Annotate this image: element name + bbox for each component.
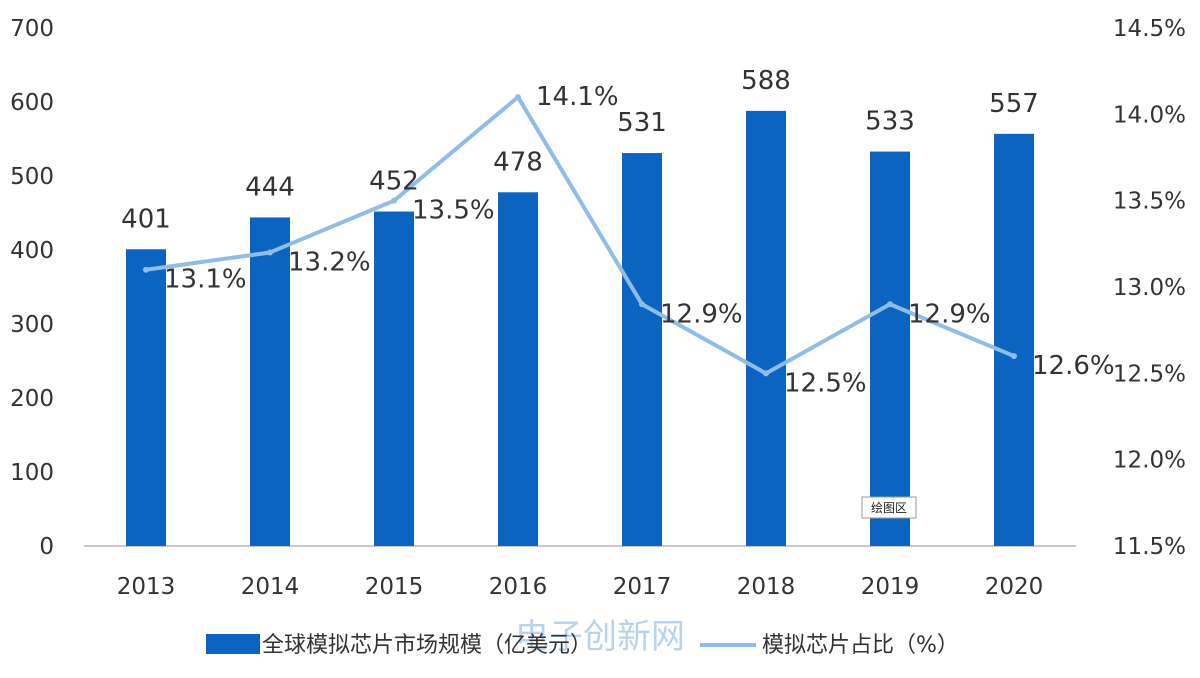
y-right-tick-label: 12.5% bbox=[1113, 361, 1186, 387]
bar-value-label: 478 bbox=[493, 147, 543, 177]
data-labels: 401 444 452 478 531 588 533 557 13.1% 13.2% 13.5% 1… bbox=[121, 66, 1114, 398]
watermark-layer: 电子创新网 bbox=[515, 617, 685, 657]
line-value-label: 13.1% bbox=[164, 265, 247, 295]
line-value-label: 12.6% bbox=[1032, 351, 1115, 381]
y-left-tick-label: 700 bbox=[10, 16, 54, 42]
bar-value-label: 401 bbox=[121, 204, 171, 234]
line-value-label: 13.5% bbox=[412, 196, 495, 226]
legend-bar-label: 全球模拟芯片市场规模（亿美元） bbox=[262, 633, 592, 658]
bar-value-label: 531 bbox=[617, 108, 667, 138]
bar-value-label: 452 bbox=[369, 167, 419, 197]
axes: 0 100 200 300 400 500 600 700 11.5% 12.0% 12.5% 13.… bbox=[10, 16, 1186, 600]
y-right-tick-label: 13.0% bbox=[1113, 275, 1186, 301]
bar bbox=[126, 249, 166, 546]
plot-area-tooltip: 绘图区 bbox=[861, 496, 917, 519]
y-right-tick-label: 12.0% bbox=[1113, 448, 1186, 474]
bar bbox=[250, 217, 290, 546]
x-tick-label: 2013 bbox=[117, 574, 176, 600]
bar bbox=[622, 153, 662, 546]
y-left-tick-label: 200 bbox=[10, 386, 54, 412]
line-value-label: 14.1% bbox=[536, 82, 619, 112]
tooltip-box bbox=[861, 496, 917, 519]
line-point bbox=[763, 370, 769, 377]
line-point bbox=[267, 249, 273, 256]
x-tick-label: 2014 bbox=[241, 574, 300, 600]
x-tick-label: 2017 bbox=[613, 574, 672, 600]
line-value-label: 12.9% bbox=[660, 299, 743, 329]
legend-bar-swatch bbox=[206, 634, 260, 654]
line-point bbox=[515, 94, 521, 101]
x-tick-label: 2019 bbox=[861, 574, 920, 600]
y-left-tick-label: 500 bbox=[10, 164, 54, 190]
bar-series bbox=[126, 110, 1034, 546]
line-point bbox=[887, 301, 893, 308]
line-point bbox=[391, 197, 397, 204]
bar bbox=[374, 211, 414, 546]
x-tick-label: 2020 bbox=[985, 574, 1044, 600]
x-tick-label: 2015 bbox=[365, 574, 424, 600]
y-left-tick-label: 600 bbox=[10, 90, 54, 116]
bar-value-label: 533 bbox=[865, 107, 915, 137]
line-value-label: 12.9% bbox=[908, 299, 991, 329]
legend-line-label: 模拟芯片占比（%） bbox=[762, 633, 959, 658]
bar-value-label: 444 bbox=[245, 172, 295, 202]
line-point bbox=[1011, 353, 1017, 360]
y-left-tick-label: 300 bbox=[10, 312, 54, 338]
legend: 全球模拟芯片市场规模（亿美元） 模拟芯片占比（%） bbox=[206, 633, 959, 658]
y-right-tick-label: 11.5% bbox=[1113, 534, 1186, 560]
y-left-tick-label: 100 bbox=[10, 460, 54, 486]
y-left-tick-label: 0 bbox=[39, 534, 54, 560]
bar bbox=[746, 110, 786, 546]
x-tick-label: 2016 bbox=[489, 574, 548, 600]
x-tick-label: 2018 bbox=[737, 574, 796, 600]
tooltip-text: 绘图区 bbox=[871, 500, 907, 515]
line-series bbox=[143, 94, 1017, 377]
bar-value-label: 588 bbox=[741, 66, 791, 96]
y-right-tick-label: 14.5% bbox=[1113, 16, 1186, 42]
bar-value-label: 557 bbox=[989, 89, 1039, 119]
line-point bbox=[143, 266, 149, 273]
bar bbox=[994, 133, 1034, 546]
line-value-label: 12.5% bbox=[784, 368, 867, 398]
y-left-tick-label: 400 bbox=[10, 238, 54, 264]
line-point bbox=[639, 301, 645, 308]
watermark-text: 电子创新网 bbox=[515, 617, 685, 657]
y-right-tick-label: 14.0% bbox=[1113, 102, 1186, 128]
bar bbox=[870, 151, 910, 546]
line-path bbox=[145, 95, 1015, 376]
bar bbox=[498, 192, 538, 546]
y-right-tick-label: 13.5% bbox=[1113, 189, 1186, 215]
line-value-label: 13.2% bbox=[288, 247, 371, 277]
